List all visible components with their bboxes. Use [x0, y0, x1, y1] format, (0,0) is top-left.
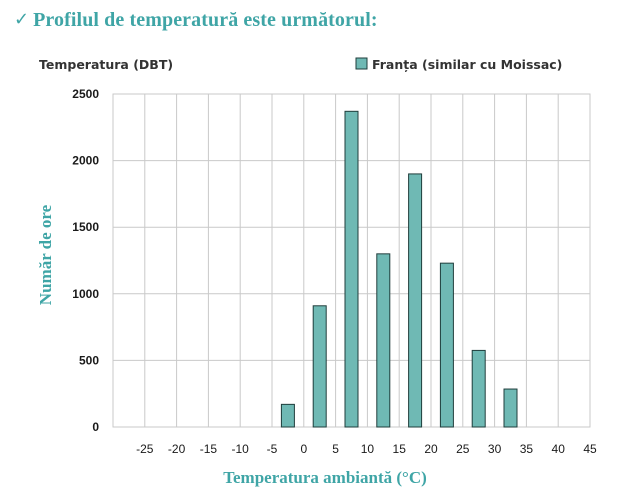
x-tick-label: 0 — [300, 442, 307, 456]
x-tick-label: -15 — [200, 442, 218, 456]
legend: Franța (similar cu Moissac) — [355, 57, 562, 72]
x-tick-label: 40 — [552, 442, 566, 456]
y-tick-label: 2500 — [72, 87, 99, 101]
legend-swatch — [355, 57, 368, 70]
x-tick-label: 15 — [393, 442, 407, 456]
bar — [344, 110, 359, 428]
x-tick-label: -5 — [267, 442, 278, 456]
y-tick-label: 2000 — [72, 154, 99, 168]
bar — [408, 173, 423, 428]
chart-top-left-label: Temperatura (DBT) — [39, 57, 173, 72]
x-tick-label: 45 — [583, 442, 597, 456]
y-tick-label: 500 — [79, 353, 99, 367]
y-tick-label: 1000 — [72, 287, 99, 301]
bar — [471, 349, 486, 428]
section-title: Profilul de temperatură este următorul: — [33, 8, 378, 31]
bar — [439, 262, 454, 428]
y-axis-title: Număr de ore — [36, 204, 55, 305]
x-tick-label: 30 — [488, 442, 502, 456]
bar — [312, 305, 327, 428]
bar — [376, 253, 391, 428]
section-heading: ✓ Profilul de temperatură este următorul… — [14, 6, 378, 34]
x-tick-label: 35 — [520, 442, 534, 456]
bar — [503, 388, 518, 428]
x-tick-label: -20 — [168, 442, 186, 456]
y-tick-label: 0 — [92, 420, 99, 434]
chart-bars — [280, 110, 518, 428]
x-tick-label: 5 — [332, 442, 339, 456]
x-tick-label: 10 — [361, 442, 375, 456]
legend-label: Franța (similar cu Moissac) — [372, 57, 562, 72]
x-axis-title: Temperatura ambiantă (°C) — [223, 468, 427, 487]
x-tick-label: 20 — [424, 442, 438, 456]
chart-axes: 0 500 1000 1500 2000 2500 -25 -20 -15 -10 -5 0 5 10 15… — [72, 87, 597, 456]
x-tick-label: -10 — [232, 442, 250, 456]
x-tick-label: -25 — [136, 442, 154, 456]
bar — [280, 403, 295, 428]
y-tick-label: 1500 — [72, 220, 99, 234]
checkmark-icon: ✓ — [14, 9, 30, 30]
x-tick-label: 25 — [456, 442, 470, 456]
